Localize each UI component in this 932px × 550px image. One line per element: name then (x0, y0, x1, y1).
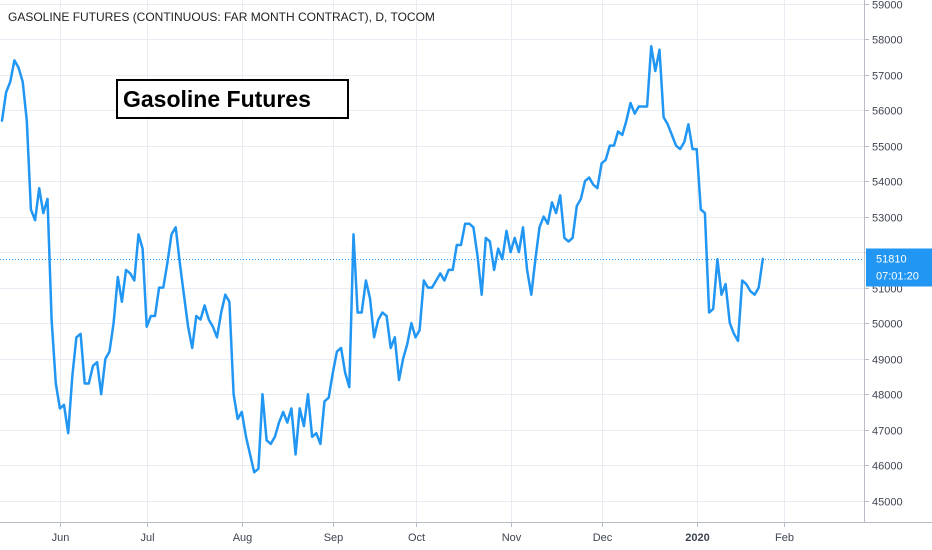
y-tick-label: 58000 (872, 35, 903, 47)
y-tick-label: 54000 (872, 177, 903, 189)
y-tick-label: 59000 (872, 0, 903, 12)
x-tick-label: Jun (52, 532, 70, 544)
series-layer (0, 44, 765, 474)
y-tick-label: 53000 (872, 213, 903, 225)
x-tick-label: Nov (502, 532, 522, 544)
x-tick-label: Jul (140, 532, 154, 544)
y-tick-label: 55000 (872, 142, 903, 154)
y-tick-label: 48000 (872, 390, 903, 402)
last-price-value: 51810 (876, 254, 907, 266)
y-tick-label: 45000 (872, 497, 903, 509)
x-tick-label: Sep (324, 532, 344, 544)
x-tick-label: Oct (408, 532, 425, 544)
bar-countdown: 07:01:20 (876, 271, 919, 283)
x-tick-label: Aug (233, 532, 253, 544)
y-tick-label: 49000 (872, 355, 903, 367)
chart-title: GASOLINE FUTURES (CONTINUOUS: FAR MONTH … (8, 10, 435, 24)
y-tick-label: 47000 (872, 426, 903, 438)
last-price-badge: 51810 07:01:20 (866, 248, 932, 287)
x-tick-label: 2020 (685, 532, 709, 544)
y-tick-label: 56000 (872, 106, 903, 118)
y-tick-label: 57000 (872, 71, 903, 83)
x-tick-label: Feb (775, 532, 794, 544)
annotation-box[interactable]: Gasoline Futures (116, 79, 349, 119)
y-tick-label: 46000 (872, 461, 903, 473)
y-tick-label: 50000 (872, 319, 903, 331)
time-axis[interactable]: Jun Jul Aug Sep Oct Nov Dec 2020 Feb (52, 522, 794, 544)
x-tick-label: Dec (593, 532, 613, 544)
annotation-text: Gasoline Futures (123, 86, 311, 112)
price-series-line[interactable] (0, 44, 765, 474)
